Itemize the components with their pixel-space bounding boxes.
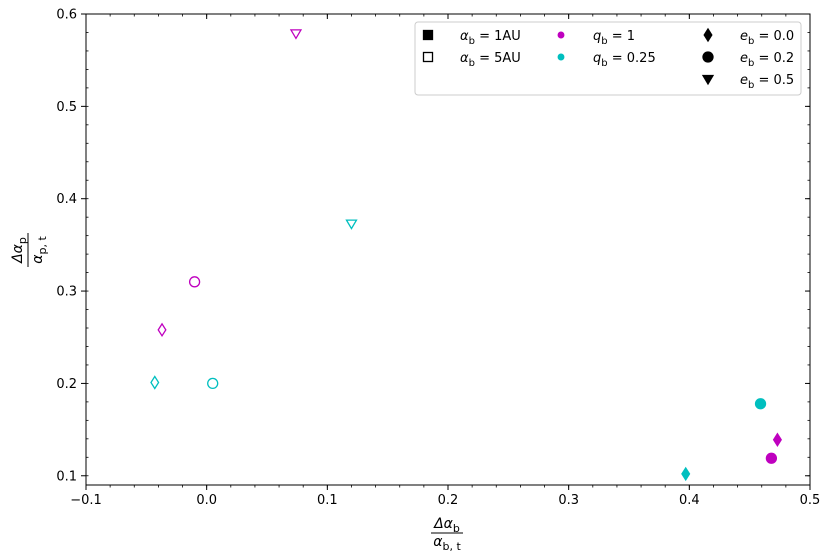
y-axis-label-denominator: αp, t (30, 236, 49, 264)
legend-entry-label: eb = 0.2 (740, 51, 794, 69)
y-tick-label: 0.5 (56, 100, 77, 115)
x-tick-label: 0.1 (317, 493, 338, 508)
x-tick-label: 0.5 (800, 493, 821, 508)
legend-marker-square (422, 29, 434, 41)
data-point-circle (207, 377, 219, 390)
y-tick-label: 0.2 (56, 377, 77, 392)
legend-entry-label: αb = 1AU (460, 29, 521, 47)
x-axis-label-numerator: Δαb (433, 516, 460, 535)
plot-frame (85, 13, 811, 486)
x-axis-label-denominator: αb, t (433, 534, 461, 553)
data-point-circle (765, 452, 778, 464)
data-point-triangle (289, 29, 303, 40)
legend-entry-label: qb = 1 (593, 29, 635, 47)
legend-entry-label: qb = 0.25 (593, 51, 656, 69)
legend-marker-dot (557, 31, 565, 39)
data-point-triangle (345, 219, 358, 230)
data-point-diamond (681, 466, 691, 482)
data-point-circle (754, 398, 767, 410)
y-axis-label: Δαp αp, t (10, 233, 49, 267)
data-point-diamond (157, 322, 167, 338)
legend-marker-circle (702, 51, 714, 63)
legend-marker-triangle (701, 74, 715, 86)
y-axis-label-numerator: Δαp (10, 237, 29, 264)
x-tick-label: 0.2 (438, 493, 459, 508)
x-tick-label: 0.0 (196, 493, 217, 508)
data-points (150, 29, 782, 482)
legend-entry-label: eb = 0.0 (740, 29, 794, 47)
data-point-diamond (150, 375, 160, 390)
legend: αb = 1AU αb = 5AU qb = 1 qb = 0.25 eb = 0.0 e… (414, 21, 802, 96)
legend-marker-diamond (703, 27, 713, 43)
legend-marker-dot (557, 53, 565, 61)
data-point-diamond (772, 432, 782, 447)
x-tick-label: 0.4 (679, 493, 700, 508)
data-point-circle (188, 276, 201, 288)
x-axis-label: Δαb αb, t (431, 516, 463, 553)
y-tick-label: 0.4 (56, 192, 77, 207)
x-tick-label: −0.1 (70, 493, 102, 508)
y-tick-label: 0.6 (56, 8, 77, 23)
legend-entry-label: αb = 5AU (460, 51, 521, 69)
legend-entry-label: eb = 0.5 (740, 73, 794, 91)
tick-labels: −0.1 0.0 0.1 0.2 0.3 0.4 0.5 0.1 0.2 0.3 0.4 0.5 0.6 (56, 8, 820, 509)
y-tick-label: 0.3 (56, 285, 77, 300)
legend-marker-square (422, 51, 434, 63)
x-tick-label: 0.3 (558, 493, 579, 508)
y-tick-label: 0.1 (56, 469, 77, 484)
